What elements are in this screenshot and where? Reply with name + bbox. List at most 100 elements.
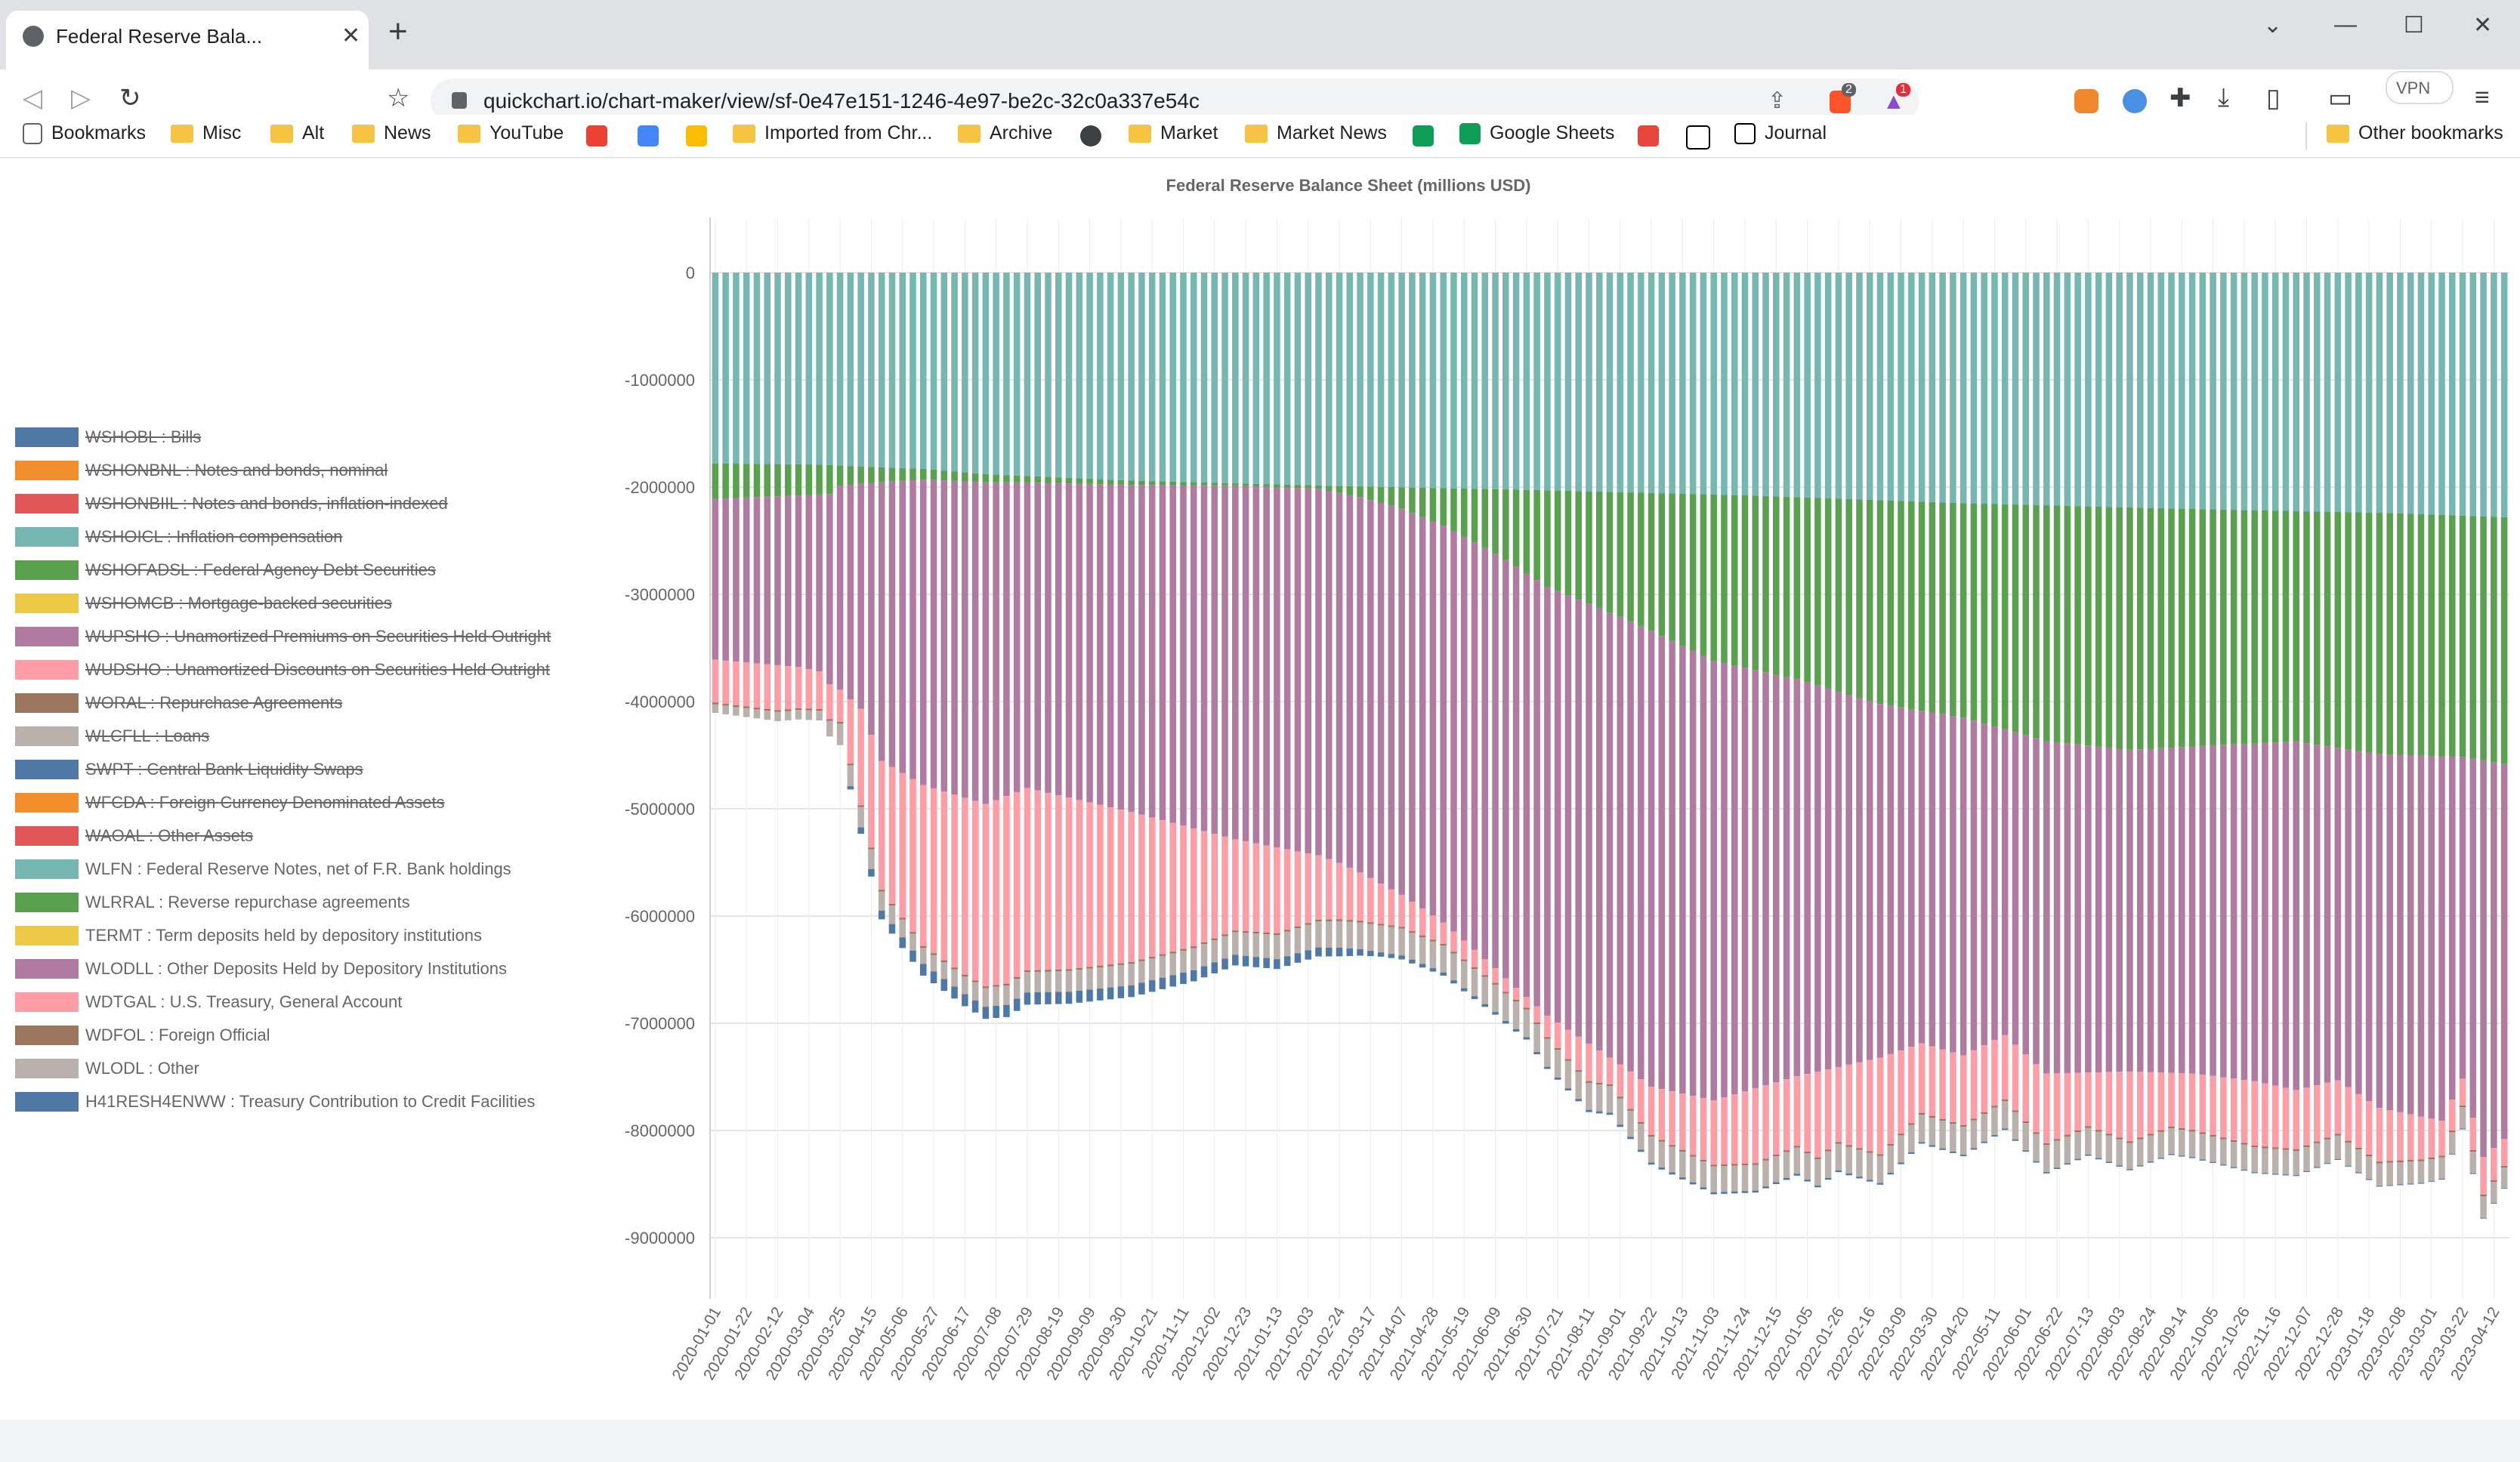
bar-segment-wdtgal xyxy=(2417,1116,2425,1160)
bookmark-folder-market-news[interactable]: Market News xyxy=(1245,122,1387,144)
bar-segment-wlfn xyxy=(2043,273,2050,506)
bar-segment-wdfol xyxy=(971,980,979,982)
bar-segment-wdtgal xyxy=(2033,1063,2040,1133)
bar-segment-h41resh4enww xyxy=(2355,1172,2362,1174)
vpn-button[interactable]: VPN xyxy=(2386,71,2454,104)
active-tab[interactable]: Federal Reserve Bala... ✕ xyxy=(6,11,369,69)
bar-segment-wlfn xyxy=(1731,273,1738,495)
bookmark-folder-market[interactable]: Market xyxy=(1129,122,1218,144)
tab-search-icon[interactable]: ⌄ xyxy=(2263,13,2283,38)
bar-segment-wdtgal xyxy=(1367,878,1374,923)
bar-segment-wlodl xyxy=(2469,1152,2477,1174)
bookmark-folder-youtube[interactable]: YouTube xyxy=(458,122,564,144)
bar-segment-h41resh4enww xyxy=(1586,1109,1592,1112)
calendar-icon[interactable] xyxy=(638,125,659,147)
bar-segment-wlodll xyxy=(2210,745,2216,1076)
bookmark-folder-misc[interactable]: Misc xyxy=(171,122,241,144)
bar-segment-wlrral xyxy=(1274,484,1280,487)
bar-segment-wlrral xyxy=(1377,486,1385,504)
bar-segment-wdfol xyxy=(951,967,958,970)
bookmark-folder-archive[interactable]: Archive xyxy=(958,122,1052,144)
bar-segment-wdfol xyxy=(1835,1142,1842,1144)
bar-segment-h41resh4enww xyxy=(2262,1173,2268,1174)
bookmark-star-icon[interactable]: ☆ xyxy=(387,84,410,113)
bar-segment-wdtgal xyxy=(930,788,937,954)
bar-segment-wlfn xyxy=(1024,273,1031,477)
bar-segment-wdfol xyxy=(2282,1148,2290,1150)
menu-icon[interactable]: ≡ xyxy=(2475,83,2490,112)
bookmark-folder-alt[interactable]: Alt xyxy=(270,122,324,144)
bar-segment-wdfol xyxy=(816,708,823,711)
bar-segment-wlrral xyxy=(2053,505,2061,742)
bar-segment-wlodl xyxy=(2241,1144,2248,1170)
sidebar-icon[interactable]: ▯ xyxy=(2266,84,2281,113)
bar-segment-h41resh4enww xyxy=(2282,1174,2290,1176)
bookmark-google-sheets[interactable]: Google Sheets xyxy=(1459,122,1614,144)
bar-segment-wdfol xyxy=(1159,954,1166,956)
bar-segment-wdtgal xyxy=(1377,884,1385,924)
close-window-icon[interactable]: ✕ xyxy=(2473,13,2493,38)
bar-segment-wdfol xyxy=(1169,952,1176,954)
bar-segment-wlodl xyxy=(1471,969,1478,997)
maximize-icon[interactable]: ☐ xyxy=(2404,13,2424,38)
bar-segment-wlodl xyxy=(2064,1136,2071,1164)
back-icon[interactable]: ◁ xyxy=(23,84,43,113)
sheets-icon[interactable] xyxy=(1413,125,1434,147)
bar-segment-wlodll xyxy=(2179,747,2185,1074)
bar-segment-wdfol xyxy=(764,708,771,711)
bar-segment-wdfol xyxy=(1939,1118,1946,1121)
bookmark-journal[interactable]: Journal xyxy=(1734,122,1827,144)
bookmark-folder-other[interactable]: Other bookmarks xyxy=(2327,122,2503,144)
bookmarks-manager[interactable]: Bookmarks xyxy=(23,122,146,144)
bookmark-folder-imported[interactable]: Imported from Chr... xyxy=(733,122,932,144)
bar-segment-wlodl xyxy=(951,969,958,987)
bar-segment-wlodl xyxy=(1991,1107,1998,1136)
download-icon[interactable]: ⤓ xyxy=(2218,83,2230,112)
bar-segment-wdfol xyxy=(1263,932,1270,935)
bar-segment-wdfol xyxy=(1315,919,1322,922)
bookmark-folder-news[interactable]: News xyxy=(352,122,431,144)
share-icon[interactable]: ⇪ xyxy=(1768,88,1787,113)
new-tab-button[interactable]: + xyxy=(388,13,408,50)
bar-segment-wlodl xyxy=(1440,945,1447,973)
bar-segment-wlrral xyxy=(2168,508,2175,748)
globe-icon[interactable] xyxy=(1080,125,1101,147)
bar-segment-h41resh4enww xyxy=(971,1000,979,1013)
app-icon[interactable] xyxy=(1638,125,1659,147)
bar-segment-wlodll xyxy=(1887,705,1895,1054)
bar-segment-wdfol xyxy=(2355,1147,2362,1150)
bar-segment-wdfol xyxy=(1575,1070,1582,1072)
minimize-icon[interactable]: — xyxy=(2334,12,2357,37)
close-tab-icon[interactable]: ✕ xyxy=(341,23,361,48)
reload-icon[interactable]: ↻ xyxy=(119,84,141,113)
bar-segment-wlodll xyxy=(1721,663,1728,1098)
bar-segment-wdtgal xyxy=(2282,1087,2290,1149)
bar-segment-wdfol xyxy=(1564,1059,1572,1061)
bar-segment-wlrral xyxy=(2012,504,2019,733)
bar-segment-wdfol xyxy=(1638,1121,1644,1124)
bar-segment-h41resh4enww xyxy=(1512,1029,1520,1032)
wallet-icon[interactable]: ▭ xyxy=(2328,84,2353,113)
bar-segment-wlrral xyxy=(2136,507,2144,750)
bar-segment-h41resh4enww xyxy=(1180,973,1187,984)
bar-segment-wlodl xyxy=(1024,972,1031,993)
forward-icon[interactable]: ▷ xyxy=(71,84,91,113)
bar-segment-wlfn xyxy=(1409,273,1416,488)
y-tick-label: -9000000 xyxy=(625,1229,695,1248)
extension-icon[interactable] xyxy=(2123,89,2147,113)
bar-segment-wlodl xyxy=(1845,1146,1852,1174)
puzzle-icon[interactable]: ✚ xyxy=(2169,84,2191,113)
bar-segment-wlrral xyxy=(795,464,802,496)
bar-segment-wdtgal xyxy=(1950,1052,1956,1122)
bar-segment-wlodll xyxy=(919,480,927,785)
bar-segment-wlodl xyxy=(1544,1038,1551,1067)
bar-segment-wlrral xyxy=(1866,499,1873,702)
bar-segment-wlrral xyxy=(1835,498,1842,692)
gmail-icon[interactable] xyxy=(586,125,607,147)
metamask-icon[interactable] xyxy=(2074,89,2098,113)
notion-icon[interactable] xyxy=(1686,125,1710,150)
bar-segment-wlodll xyxy=(816,494,823,672)
bar-segment-wlfn xyxy=(795,273,802,464)
bar-segment-wlrral xyxy=(1887,500,1895,706)
keep-icon[interactable] xyxy=(686,125,707,147)
